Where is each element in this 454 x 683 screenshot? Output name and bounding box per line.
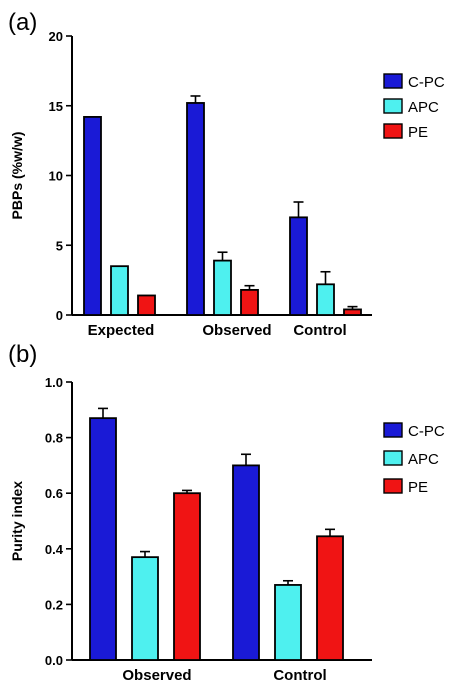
chart-panel-a: (a) PBPs (%w/w) 0 5 10 15 20 Expected Observed Co… <box>8 9 445 339</box>
chart-panel-b: (b) Purity index 0.0 0.2 0.4 0.6 0.8 1.0 Observe… <box>8 341 445 683</box>
bar <box>274 584 302 661</box>
x-category-label: Expected <box>88 322 155 339</box>
bar <box>316 535 344 661</box>
bar <box>343 308 362 316</box>
legend-label: C-PC <box>408 423 445 440</box>
y-tick-label: 0.6 <box>45 486 63 501</box>
y-axis-title: PBPs (%w/w) <box>9 132 25 220</box>
y-axis-title: Purity index <box>9 481 25 561</box>
x-category-label: Observed <box>122 667 191 683</box>
bar <box>316 283 335 316</box>
bar <box>173 492 201 661</box>
legend-label: APC <box>408 451 439 468</box>
y-tick-label: 0.4 <box>45 542 64 557</box>
legend-label: APC <box>408 99 439 116</box>
legend-label: C-PC <box>408 74 445 91</box>
bar <box>213 259 232 316</box>
bar <box>186 102 205 316</box>
x-category-label: Control <box>273 667 326 683</box>
y-tick-label: 10 <box>49 169 63 184</box>
bar <box>110 265 129 316</box>
legend-label: PE <box>408 124 428 141</box>
y-tick-label: 20 <box>49 29 63 44</box>
y-tick-label: 0.0 <box>45 653 63 668</box>
x-category-label: Observed <box>202 322 271 339</box>
y-tick-label: 5 <box>56 238 63 253</box>
legend-swatch <box>383 123 403 139</box>
panel-label: (b) <box>8 341 37 368</box>
bar <box>131 556 159 661</box>
y-tick-label: 1.0 <box>45 375 63 390</box>
legend-swatch <box>383 478 403 494</box>
panel-label: (a) <box>8 9 37 36</box>
y-tick-label: 0 <box>56 308 63 323</box>
y-tick-label: 0.8 <box>45 431 63 446</box>
bar <box>89 417 117 661</box>
bar <box>83 116 102 316</box>
legend-swatch <box>383 73 403 89</box>
bar <box>137 294 156 316</box>
legend-label: PE <box>408 479 428 496</box>
y-tick-label: 15 <box>49 99 63 114</box>
legend-swatch <box>383 450 403 466</box>
bar <box>232 464 260 661</box>
x-category-label: Control <box>293 322 346 339</box>
bar <box>240 288 259 316</box>
y-tick-label: 0.2 <box>45 597 63 612</box>
legend-swatch <box>383 98 403 114</box>
bar <box>289 216 308 316</box>
legend-swatch <box>383 422 403 438</box>
